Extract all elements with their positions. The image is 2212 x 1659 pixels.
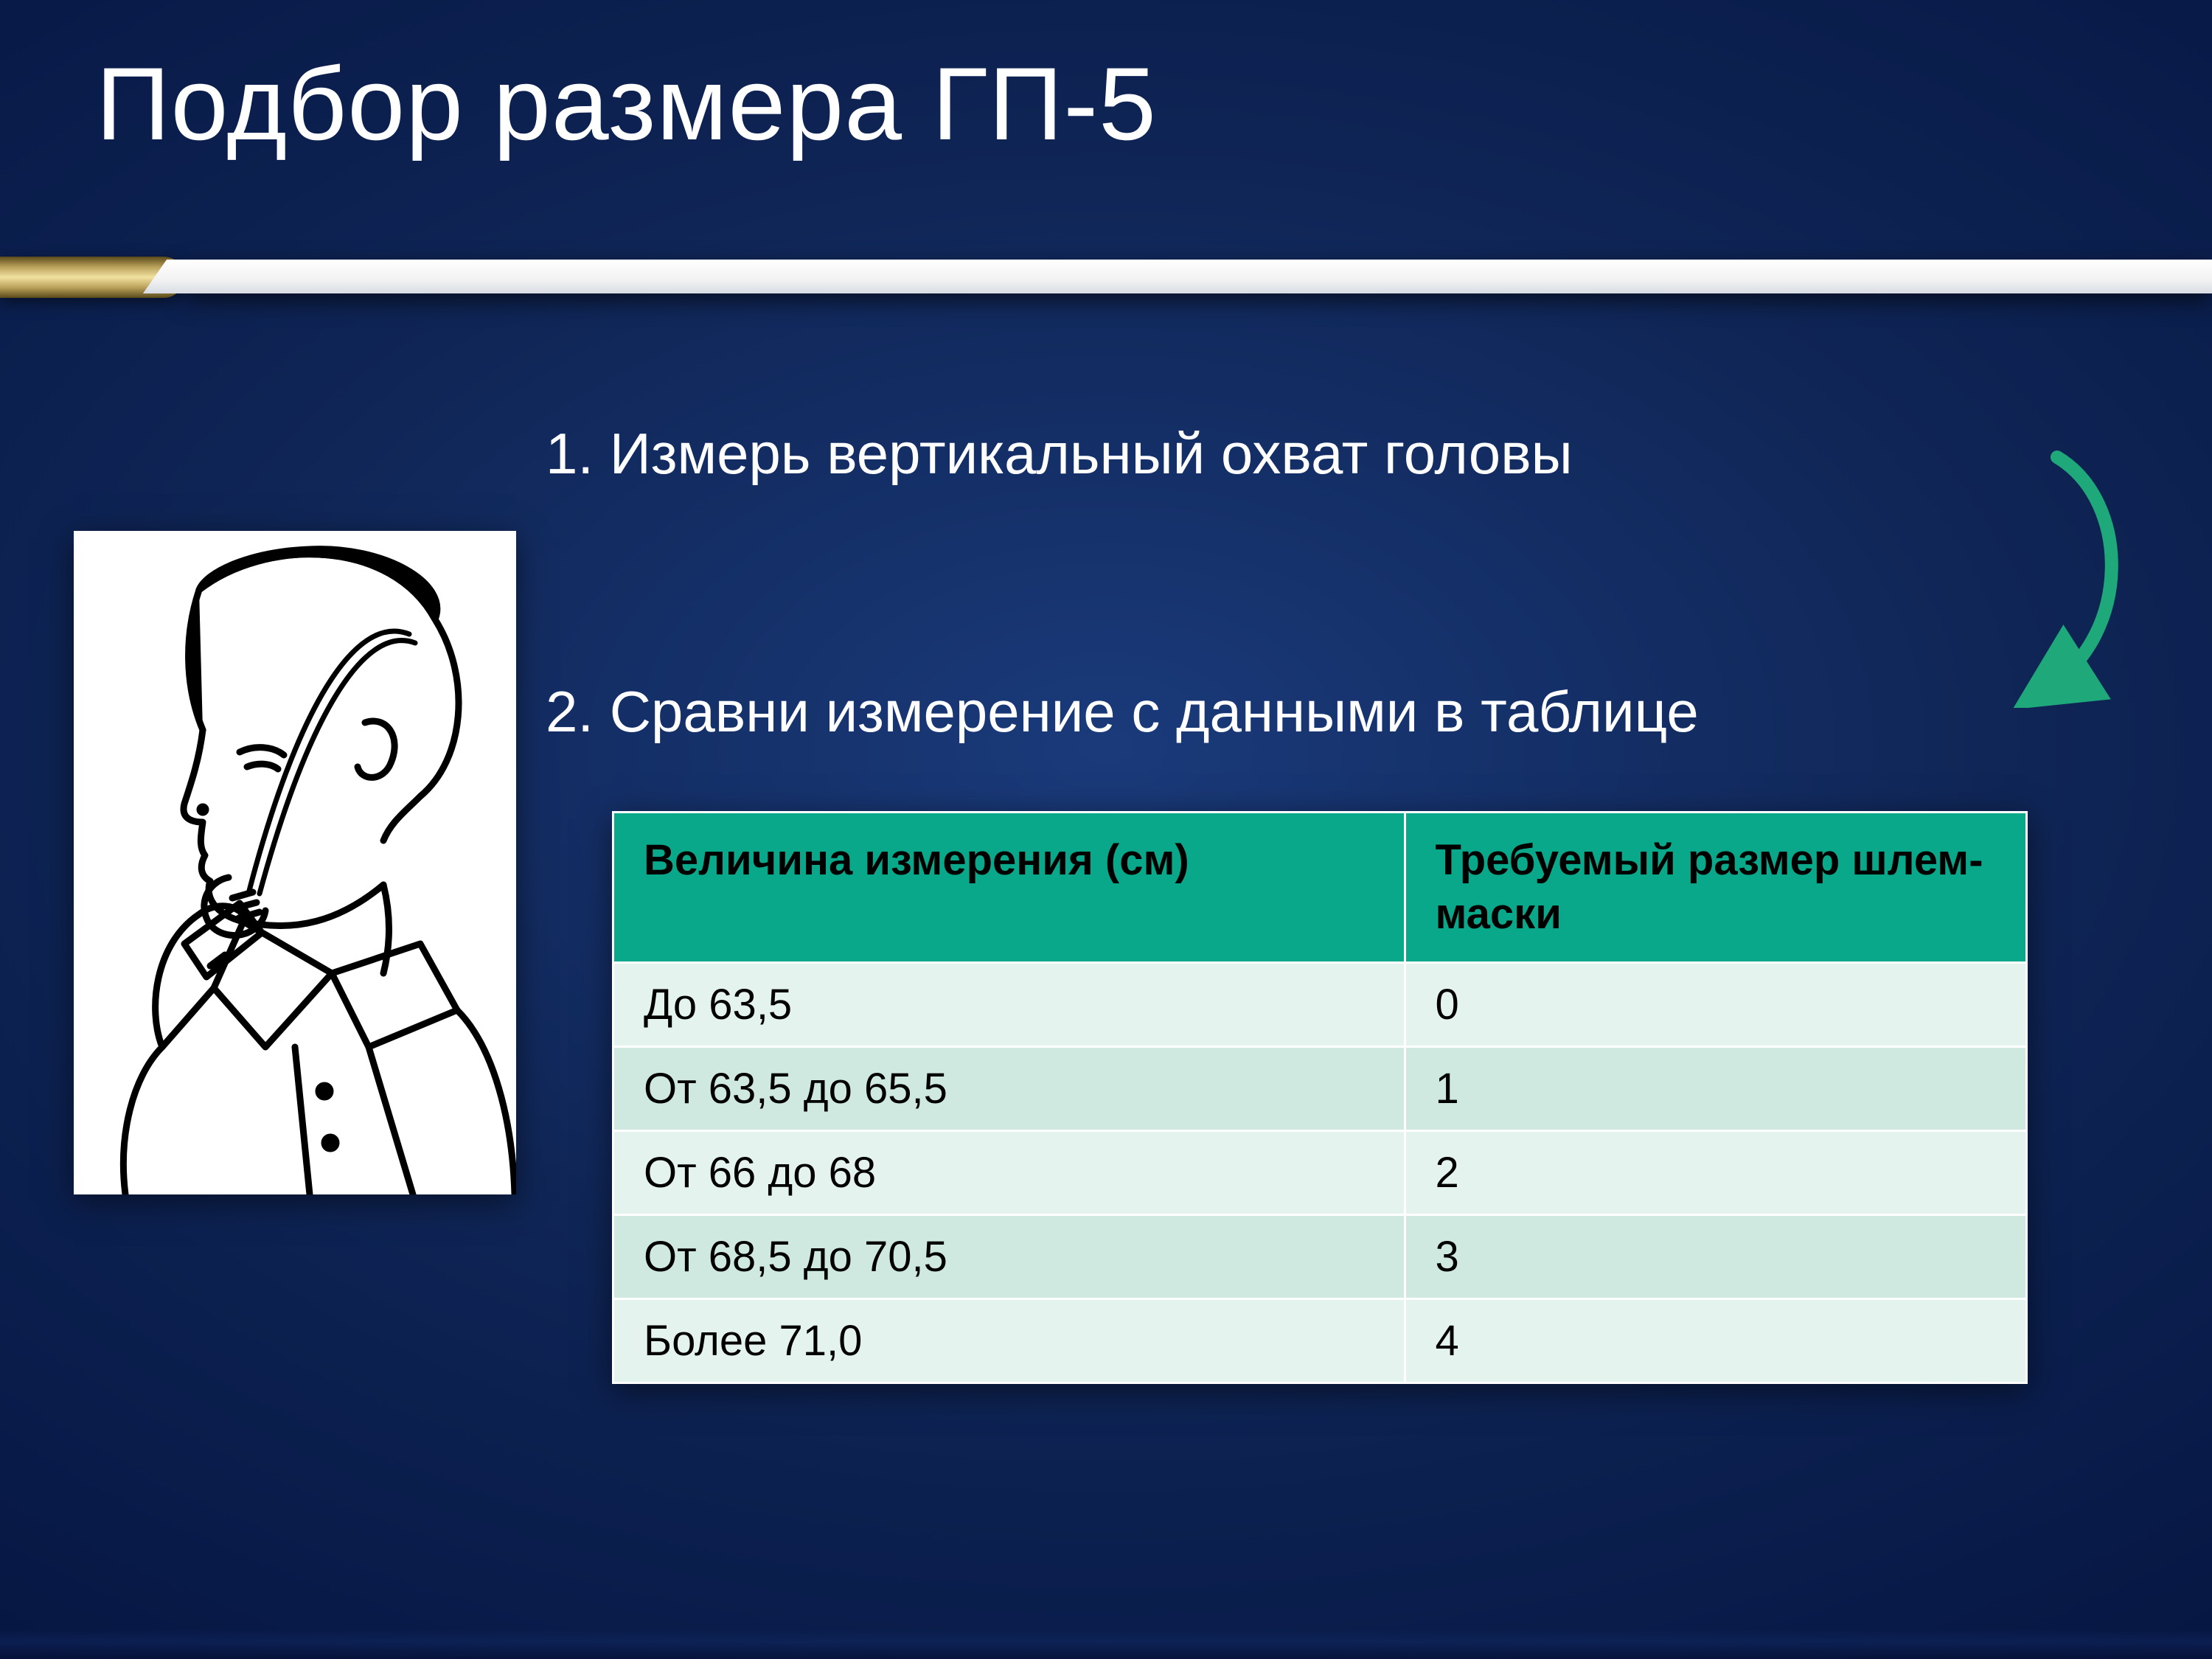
table-cell: Более 71,0: [613, 1299, 1405, 1383]
bottom-edge-decor: [0, 1630, 2212, 1659]
size-table: Величина измерения (см) Требуемый размер…: [612, 811, 2028, 1384]
table-row: От 63,5 до 65,5 1: [613, 1047, 2027, 1131]
table-header-size: Требуемый размер шлем-маски: [1405, 813, 2026, 963]
table-cell: 0: [1405, 963, 2026, 1047]
table-cell: До 63,5: [613, 963, 1405, 1047]
table-header-measurement: Величина измерения (см): [613, 813, 1405, 963]
table-header-row: Величина измерения (см) Требуемый размер…: [613, 813, 2027, 963]
white-bar-decor: [184, 260, 2212, 293]
table-cell: 3: [1405, 1215, 2026, 1299]
step-2-text: 2. Сравни измерение с данными в таблице: [546, 678, 1699, 745]
title-underline-bar: [0, 243, 2212, 332]
table-cell: От 66 до 68: [613, 1131, 1405, 1215]
table-cell: 1: [1405, 1047, 2026, 1131]
table-cell: 2: [1405, 1131, 2026, 1215]
head-measurement-illustration: [74, 531, 516, 1194]
table-row: До 63,5 0: [613, 963, 2027, 1047]
table-cell: От 63,5 до 65,5: [613, 1047, 1405, 1131]
table-cell: 4: [1405, 1299, 2026, 1383]
table-cell: От 68,5 до 70,5: [613, 1215, 1405, 1299]
curved-arrow-icon: [2006, 442, 2138, 708]
slide-title: Подбор размера ГП-5: [96, 44, 1157, 164]
table-row: От 66 до 68 2: [613, 1131, 2027, 1215]
step-1-text: 1. Измерь вертикальный охват головы: [546, 420, 1573, 487]
table-row: От 68,5 до 70,5 3: [613, 1215, 2027, 1299]
table-row: Более 71,0 4: [613, 1299, 2027, 1383]
